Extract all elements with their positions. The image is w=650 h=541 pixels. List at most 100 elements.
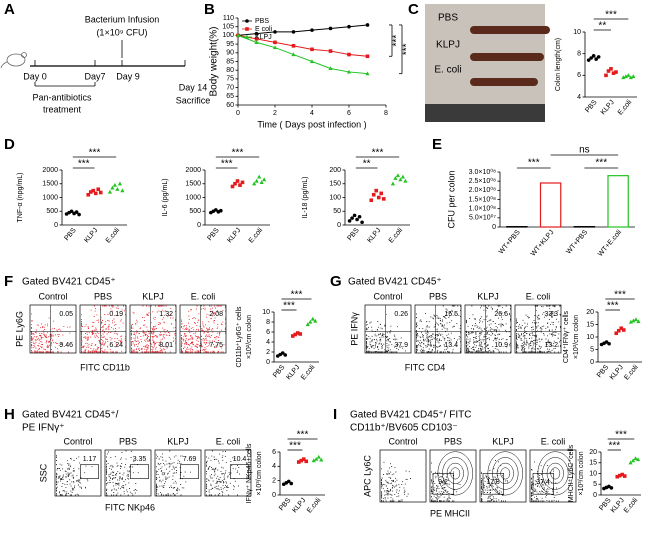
data-point xyxy=(293,332,298,337)
data-point xyxy=(621,75,626,80)
legend-label: KLPJ xyxy=(255,34,272,41)
data-point xyxy=(290,334,295,338)
y-tick-label: 6 xyxy=(577,72,581,79)
y-tick-label: 100 xyxy=(329,194,341,201)
data-point xyxy=(393,176,398,180)
y-axis-label: IL-6 (pg/mL) xyxy=(162,178,169,216)
y-tick-label: 1000 xyxy=(42,194,58,201)
y-tick-label: 5.0×10⁰⁷ xyxy=(469,214,496,222)
x-tick-label: KLPJ xyxy=(600,99,616,116)
treatment-label: treatment xyxy=(43,104,82,114)
column-title: Control xyxy=(63,436,92,446)
quadrant-value: 13.4 xyxy=(444,342,458,349)
y-axis-label: SSC xyxy=(38,463,48,482)
data-point xyxy=(365,54,370,59)
y-axis-label: IL-18 (pg/mL) xyxy=(302,176,309,218)
y-tick-label: 90 xyxy=(226,50,234,57)
y-tick-label: 110 xyxy=(223,15,234,22)
y-tick-label: 6 xyxy=(272,449,276,456)
column-title: Control xyxy=(38,291,67,301)
significance-label: *** xyxy=(78,159,90,170)
significance-label: *** xyxy=(607,301,619,312)
treatment-label: Pan-antibiotics xyxy=(32,92,92,102)
data-point xyxy=(606,69,611,73)
panel-label: G xyxy=(330,273,342,290)
y-axis-label: CD4⁺IFNγ⁺ cells xyxy=(563,310,570,363)
y-tick-label: 85 xyxy=(226,58,234,65)
data-point xyxy=(310,47,314,52)
gate xyxy=(180,464,200,479)
y-tick-label: 10 xyxy=(262,309,270,316)
data-point xyxy=(390,181,396,186)
significance-label: *** xyxy=(221,159,233,170)
flow-events xyxy=(481,460,508,502)
x-tick-label: 4 xyxy=(310,110,314,117)
data-point xyxy=(635,457,641,462)
data-point xyxy=(628,460,633,465)
y-tick-label: 1000 xyxy=(185,194,201,201)
panel-label: H xyxy=(4,406,15,423)
data-point xyxy=(308,319,313,324)
data-point xyxy=(617,473,622,478)
y-axis-label: Body weight(%) xyxy=(209,26,220,96)
flow-events xyxy=(131,312,171,353)
data-point xyxy=(622,474,627,478)
x-tick-label: KLPJ xyxy=(291,497,307,514)
data-point xyxy=(86,192,91,197)
data-point xyxy=(96,187,101,192)
data-point xyxy=(310,316,315,321)
flow-events xyxy=(421,305,461,353)
data-point xyxy=(74,210,79,214)
y-tick-label: 4 xyxy=(577,94,581,101)
column-title: Control xyxy=(388,436,417,446)
x-tick-label: E.coli xyxy=(105,227,122,245)
y-tick-label: 10 xyxy=(586,334,594,341)
quadrant-value: 0.26 xyxy=(394,311,408,318)
legend-marker xyxy=(245,19,249,23)
data-point xyxy=(586,58,591,62)
x-axis-label: FITC CD4 xyxy=(405,362,446,372)
x-tick-label: 2 xyxy=(273,110,277,117)
column-title: PBS xyxy=(444,436,462,446)
x-tick-label: PBS xyxy=(346,227,361,242)
data-point xyxy=(291,44,296,48)
y-axis-label: PE Ly6G xyxy=(14,311,24,347)
y-axis-label: IFNγ⁺ NKp46+cells xyxy=(246,443,253,503)
data-point xyxy=(347,219,352,223)
data-point xyxy=(633,317,639,322)
column-title: KLPJ xyxy=(492,436,514,446)
gate-value: 37.4 xyxy=(536,479,550,486)
data-point xyxy=(360,220,364,225)
x-tick-label: E.coli xyxy=(617,99,634,117)
y-tick-label: 3.0×10⁰⁸ xyxy=(469,168,496,176)
flow-events xyxy=(106,450,139,496)
data-point xyxy=(604,73,608,78)
y-tick-label: 5 xyxy=(593,481,597,488)
x-tick-label: KLPJ xyxy=(226,227,242,244)
x-tick-label: WT+E.coli xyxy=(597,229,623,258)
data-point xyxy=(616,328,621,333)
gate-value: 17.8 xyxy=(486,479,500,486)
data-point xyxy=(316,454,321,459)
gate-value: 7.69 xyxy=(183,456,197,463)
data-point xyxy=(110,185,115,190)
x-tick-label: E.coli xyxy=(248,227,265,245)
gate-value: 3.35 xyxy=(133,456,147,463)
data-point xyxy=(299,458,304,463)
y-tick-label: 2.0×10⁰⁸ xyxy=(469,186,496,194)
quadrant-value: 0.05 xyxy=(59,311,73,318)
y-tick-label: 2 xyxy=(266,349,270,356)
legend-label: E coli xyxy=(255,26,273,33)
photo-label: KLPJ xyxy=(436,40,460,51)
quadrant-value: 33.3 xyxy=(544,311,558,318)
y-tick-label: 0 xyxy=(590,359,594,366)
data-point xyxy=(301,457,306,461)
data-point xyxy=(619,326,624,331)
column-title: Control xyxy=(373,291,402,301)
data-point xyxy=(286,479,291,484)
panel-label: A xyxy=(4,1,15,18)
quadrant-value: 1.32 xyxy=(159,311,173,318)
bar xyxy=(607,175,629,228)
quadrant-value: 9.46 xyxy=(59,342,73,349)
y-axis-label: PE IFNγ xyxy=(349,312,359,346)
